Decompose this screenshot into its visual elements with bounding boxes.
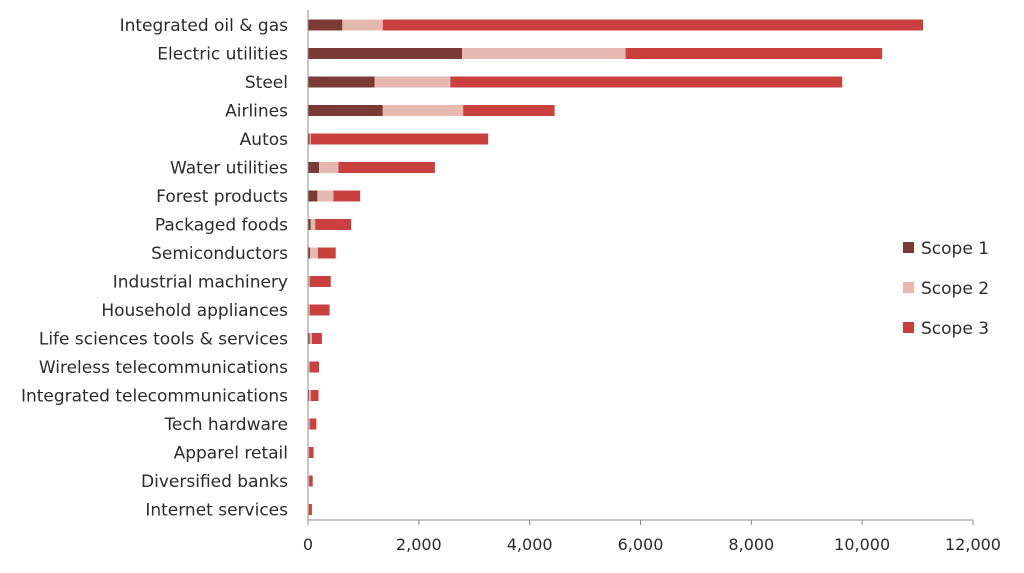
legend-label-scope-2: Scope 2 — [921, 279, 989, 299]
x-tick-labels: 0 2,000 4,000 6,000 8,000 10,000 12,000 — [303, 535, 1001, 554]
bar-steel-scope-1 — [308, 77, 375, 88]
bar-wireless-telecommunications-scope-3 — [310, 362, 319, 373]
bar-autos-scope-3 — [311, 134, 488, 145]
bars-group — [308, 20, 923, 516]
bar-forest-products-scope-3 — [333, 191, 360, 202]
x-tick-label: 12,000 — [945, 535, 1001, 554]
bar-life-sciences-tools-and-services-scope-3 — [312, 333, 322, 344]
bar-tech-hardware-scope-2 — [309, 419, 310, 430]
bar-electric-utilities-scope-1 — [308, 48, 462, 59]
x-tick-label: 0 — [303, 535, 313, 554]
category-label-integrated-telecommunications: Integrated telecommunications — [21, 387, 288, 407]
category-label-diversified-banks: Diversified banks — [141, 472, 288, 492]
legend-swatch-scope-3 — [903, 322, 914, 333]
category-label-steel: Steel — [245, 73, 288, 93]
bar-forest-products-scope-2 — [317, 191, 333, 202]
bar-water-utilities-scope-1 — [308, 162, 319, 173]
category-labels: Integrated oil & gas Electric utilities St… — [21, 16, 288, 521]
x-tick-label: 6,000 — [618, 535, 664, 554]
x-tick-label: 2,000 — [396, 535, 442, 554]
bar-life-sciences-tools-and-services-scope-2 — [310, 333, 312, 344]
bar-packaged-foods-scope-2 — [311, 219, 315, 230]
legend-label-scope-3: Scope 3 — [921, 319, 989, 339]
bar-water-utilities-scope-2 — [319, 162, 338, 173]
bar-electric-utilities-scope-3 — [626, 48, 883, 59]
bar-autos-scope-2 — [310, 134, 311, 145]
legend-label-scope-1: Scope 1 — [921, 239, 989, 259]
x-tick-label: 4,000 — [507, 535, 553, 554]
category-label-water-utilities: Water utilities — [170, 159, 288, 179]
bar-integrated-telecommunications-scope-3 — [311, 390, 319, 401]
bar-electric-utilities-scope-2 — [462, 48, 625, 59]
legend-swatch-scope-2 — [903, 282, 914, 293]
bar-integrated-oil-and-gas-scope-3 — [383, 20, 923, 31]
legend-swatch-scope-1 — [903, 242, 914, 253]
category-label-tech-hardware: Tech hardware — [163, 415, 288, 435]
bar-wireless-telecommunications-scope-2 — [309, 362, 310, 373]
category-label-packaged-foods: Packaged foods — [155, 216, 288, 236]
x-tick-label: 10,000 — [834, 535, 890, 554]
bar-semiconductors-scope-3 — [318, 248, 336, 259]
bar-steel-scope-2 — [375, 77, 451, 88]
bar-integrated-oil-and-gas-scope-1 — [308, 20, 342, 31]
bar-internet-services-scope-3 — [309, 504, 312, 515]
category-label-life-sciences-tools-and-services: Life sciences tools & services — [39, 330, 288, 350]
bar-industrial-machinery-scope-3 — [310, 276, 331, 287]
bar-diversified-banks-scope-3 — [309, 476, 313, 487]
bar-packaged-foods-scope-3 — [315, 219, 351, 230]
bar-tech-hardware-scope-3 — [310, 419, 317, 430]
category-label-industrial-machinery: Industrial machinery — [113, 273, 288, 293]
category-label-integrated-oil-and-gas: Integrated oil & gas — [120, 16, 289, 36]
bar-airlines-scope-3 — [463, 105, 554, 116]
category-label-forest-products: Forest products — [156, 187, 288, 207]
category-label-airlines: Airlines — [225, 102, 288, 122]
bar-semiconductors-scope-2 — [310, 248, 318, 259]
category-label-household-appliances: Household appliances — [101, 301, 288, 321]
category-label-electric-utilities: Electric utilities — [157, 45, 288, 65]
bar-airlines-scope-2 — [383, 105, 463, 116]
category-label-autos: Autos — [240, 130, 288, 150]
x-tick-label: 8,000 — [728, 535, 774, 554]
category-label-wireless-telecommunications: Wireless telecommunications — [39, 358, 288, 378]
bar-airlines-scope-1 — [308, 105, 383, 116]
bar-steel-scope-3 — [450, 77, 842, 88]
bar-forest-products-scope-1 — [308, 191, 317, 202]
bar-apparel-retail-scope-3 — [309, 447, 313, 458]
bar-water-utilities-scope-3 — [338, 162, 434, 173]
legend: Scope 1 Scope 2 Scope 3 — [903, 239, 989, 339]
bar-household-appliances-scope-2 — [309, 305, 310, 316]
category-label-semiconductors: Semiconductors — [151, 244, 288, 264]
category-label-internet-services: Internet services — [145, 501, 288, 521]
bar-household-appliances-scope-3 — [310, 305, 330, 316]
category-label-apparel-retail: Apparel retail — [174, 444, 288, 464]
bar-integrated-telecommunications-scope-2 — [309, 390, 311, 401]
bar-industrial-machinery-scope-2 — [309, 276, 310, 287]
bar-integrated-oil-and-gas-scope-2 — [342, 20, 382, 31]
